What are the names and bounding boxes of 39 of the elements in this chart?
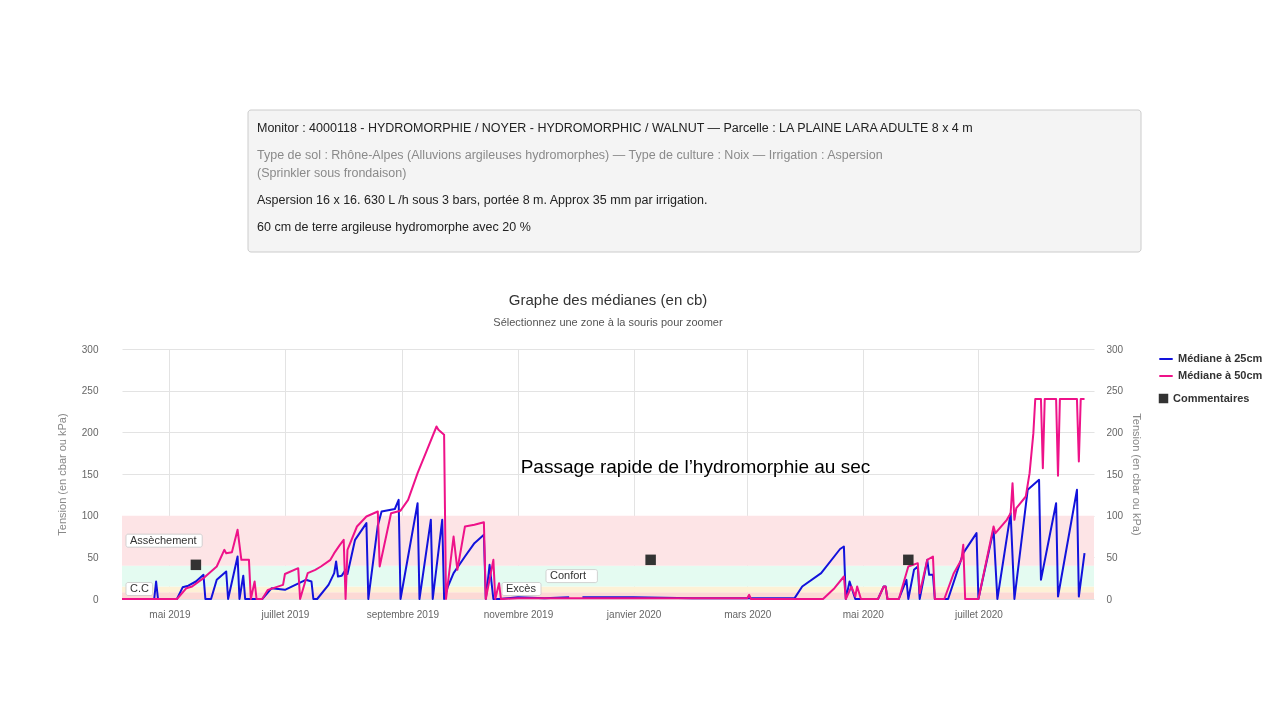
band-label: C.C	[130, 582, 149, 594]
y2-tick-label: 0	[1106, 593, 1113, 605]
y-tick-label: 150	[81, 468, 99, 480]
x-tick-label: janvier 2020	[605, 608, 662, 620]
legend-label: Médiane à 25cm	[1178, 352, 1263, 364]
annotation: Passage rapide de l’hydromorphie au sec	[520, 455, 871, 477]
y-axis-title: Tension (en cbar ou kPa)	[55, 413, 68, 536]
y-tick-label: 0	[92, 593, 99, 605]
y2-tick-label: 200	[1106, 426, 1124, 438]
text: 60 cm de terre argileuse hydromorphe avec 20 %	[257, 220, 531, 234]
y2-tick-label: 150	[1106, 468, 1124, 480]
legend-label: Commentaires	[1173, 391, 1250, 404]
legend-label: Médiane à 50cm	[1178, 369, 1263, 381]
band-label: Assèchement	[130, 533, 197, 546]
line-series	[121, 398, 1086, 600]
band-label: Excès	[506, 582, 537, 594]
y-tick-label: 300	[81, 343, 99, 355]
y2-tick-label: 250	[1106, 385, 1124, 397]
y2-tick-label: 50	[1106, 551, 1119, 563]
text: Aspersion 16 x 16. 630 L /h sous 3 bars, portée 8 m. Approx 35 mm par irrigation.	[257, 193, 708, 207]
y-tick-label: 100	[81, 510, 99, 522]
chart-subtitle: Sélectionnez une zone à la souris pour zoomer	[493, 316, 723, 328]
text: Monitor : 4000118 - HYDROMORPHIE / NOYER - HYDROMORPHIC / WALNUT — Parcelle : LA PLAINE LARA ADULTE 8 x 4 m	[257, 121, 973, 135]
chart-title: Graphe des médianes (en cb)	[508, 291, 708, 308]
y2-axis-title: Tension (en cbar ou kPa)	[1131, 413, 1144, 536]
x-tick-label: juillet 2019	[260, 608, 310, 620]
x-tick-label: juillet 2020	[954, 608, 1004, 620]
band-label: Confort	[550, 569, 587, 582]
x-tick-label: mars 2020	[724, 608, 772, 620]
text: Type de sol : Rhône-Alpes (Alluvions argileuses hydromorphes) — Type de culture : Noix — Irrigation : Aspersion (Sprinkler sous frondaison)	[257, 148, 883, 180]
x-tick-label: novembre 2019	[483, 608, 554, 620]
y-tick-label: 50	[87, 551, 99, 563]
y2-tick-label: 300	[1106, 343, 1124, 355]
y-tick-label: 200	[81, 426, 99, 438]
x-tick-label: mai 2019	[149, 608, 191, 620]
x-tick-label: mai 2020	[842, 608, 885, 620]
y2-tick-label: 100	[1106, 510, 1124, 522]
y-tick-label: 250	[81, 385, 99, 397]
x-tick-label: septembre 2019	[366, 608, 440, 620]
